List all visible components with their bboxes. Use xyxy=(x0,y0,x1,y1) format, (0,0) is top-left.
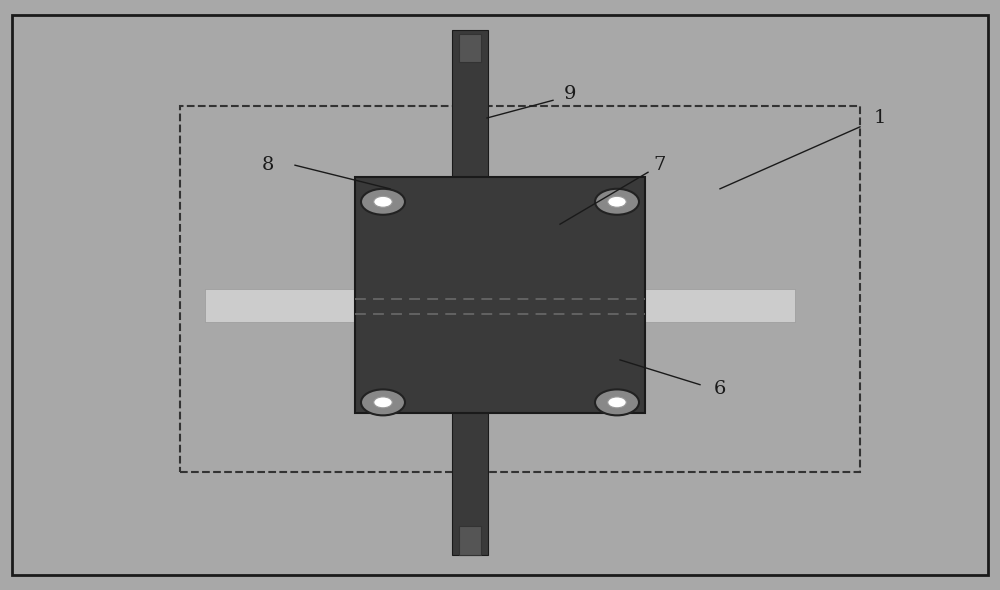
Text: 1: 1 xyxy=(874,109,886,127)
Bar xyxy=(452,30,488,177)
Bar xyxy=(459,34,481,62)
Text: 6: 6 xyxy=(714,381,726,398)
Bar xyxy=(180,106,860,472)
Text: 7: 7 xyxy=(654,156,666,174)
Circle shape xyxy=(608,196,626,207)
Circle shape xyxy=(595,389,639,415)
Bar xyxy=(452,401,488,555)
Circle shape xyxy=(595,189,639,215)
Bar xyxy=(645,289,795,322)
Bar xyxy=(355,177,645,413)
Circle shape xyxy=(608,397,626,408)
Circle shape xyxy=(361,189,405,215)
Text: 8: 8 xyxy=(262,156,274,174)
Circle shape xyxy=(374,397,392,408)
Bar xyxy=(205,289,355,322)
Text: 9: 9 xyxy=(564,86,576,103)
Circle shape xyxy=(374,196,392,207)
Circle shape xyxy=(361,389,405,415)
Bar xyxy=(459,526,481,555)
